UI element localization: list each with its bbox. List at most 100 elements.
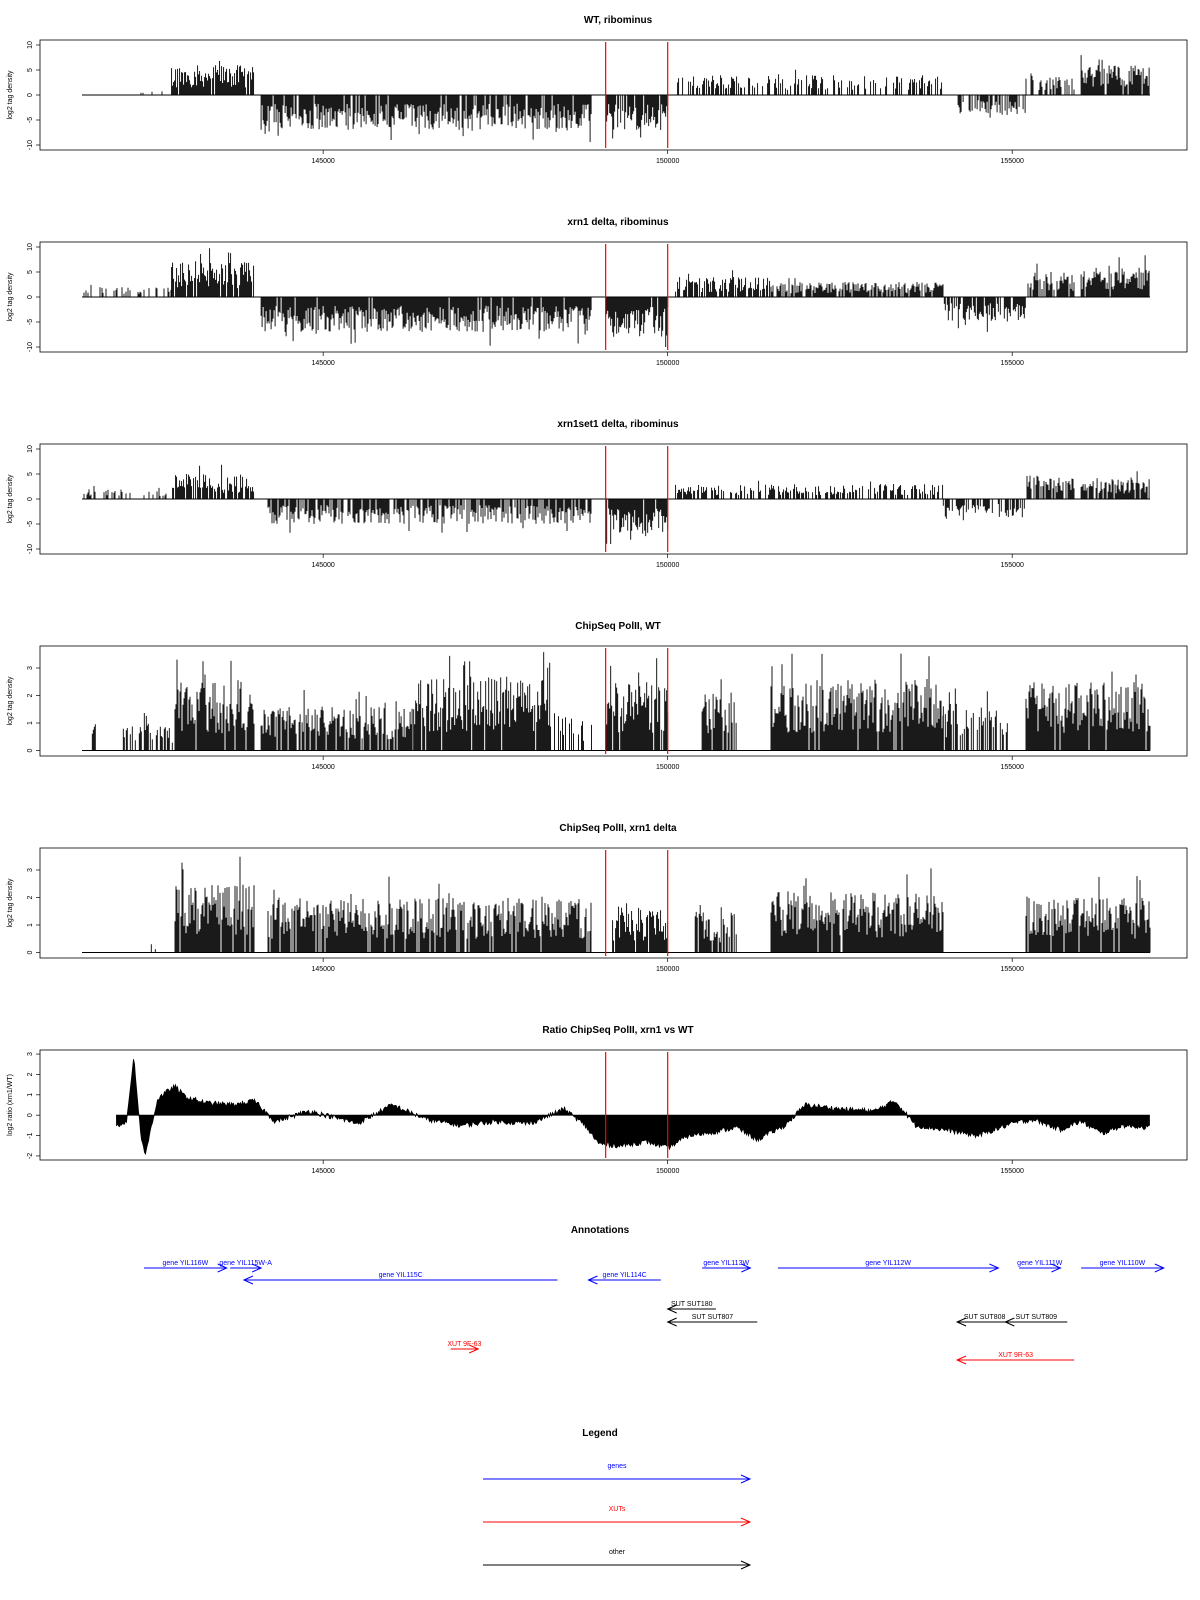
legend-label: other bbox=[609, 1549, 626, 1556]
feature-label: gene YIL114C bbox=[603, 1272, 647, 1279]
y-tick-label: -10 bbox=[27, 140, 34, 150]
y-tick-label: -5 bbox=[27, 319, 34, 325]
gene-feature: gene YIL111W bbox=[1017, 1260, 1063, 1273]
signal-bars bbox=[612, 903, 669, 953]
y-tick-label: 10 bbox=[27, 41, 34, 49]
signal-bars bbox=[943, 297, 1026, 332]
panel-title: xrn1 delta, ribominus bbox=[567, 217, 669, 228]
x-tick-label: 145000 bbox=[311, 966, 334, 973]
ratio-area bbox=[116, 1059, 1150, 1156]
y-tick-label: 0 bbox=[27, 497, 34, 501]
y-tick-label: 10 bbox=[27, 243, 34, 251]
feature-label: gene YIL115W-A bbox=[219, 1260, 272, 1267]
y-axis-label: log2 tag density bbox=[7, 878, 14, 928]
y-tick-label: -10 bbox=[27, 342, 34, 352]
y-tick-label: -1 bbox=[27, 1132, 34, 1138]
panel-6: Ratio ChipSeq PolII, xrn1 vs WT log2 rati… bbox=[7, 1025, 1188, 1175]
signal-bars bbox=[1026, 475, 1075, 499]
legend-item-gene: genes bbox=[483, 1463, 752, 1484]
feature-label: SUT SUT807 bbox=[692, 1314, 734, 1321]
signal-bars bbox=[1025, 671, 1151, 751]
signal-bars bbox=[605, 658, 669, 751]
panel-2: xrn1 delta, ribominus log2 tag density -10… bbox=[7, 217, 1188, 367]
signal-bars bbox=[1027, 263, 1075, 297]
x-tick-label: 145000 bbox=[311, 764, 334, 771]
y-tick-label: 3 bbox=[27, 1052, 34, 1056]
signal-bars bbox=[83, 284, 172, 297]
feature-label: gene YIL113W bbox=[703, 1260, 749, 1267]
x-tick-label: 145000 bbox=[311, 158, 334, 165]
y-axis-label: log2 tag density bbox=[7, 70, 14, 120]
feature-label: gene YIL112W bbox=[865, 1260, 911, 1267]
x-tick-label: 155000 bbox=[1001, 158, 1024, 165]
gene-feature: gene YIL116W bbox=[144, 1260, 228, 1273]
legend-item-other: other bbox=[483, 1549, 752, 1570]
y-axis-label: log2 tag density bbox=[7, 676, 14, 726]
x-tick-label: 145000 bbox=[311, 360, 334, 367]
y-tick-label: 0 bbox=[27, 950, 34, 954]
signal-bars bbox=[770, 278, 944, 297]
xut-feature: XUT 9R-63 bbox=[955, 1352, 1075, 1365]
x-tick-label: 150000 bbox=[656, 764, 679, 771]
signal-bars bbox=[172, 464, 255, 499]
annotations-track: Annotations gene YIL116W gene YIL115W-A ge… bbox=[144, 1225, 1166, 1365]
feature-label: gene YIL110W bbox=[1100, 1260, 1146, 1267]
other-feature: SUT SUT809 bbox=[1004, 1314, 1068, 1327]
legend-label: XUTs bbox=[609, 1506, 626, 1513]
signal-bars bbox=[1080, 471, 1150, 499]
y-axis-label: log2 tag density bbox=[7, 272, 14, 322]
signal-bars bbox=[150, 944, 156, 953]
signal-bars bbox=[770, 653, 944, 751]
feature-label: gene YIL116W bbox=[163, 1260, 209, 1267]
panel-1: WT, ribominus log2 tag density -10 -5 0 5 10 14… bbox=[7, 15, 1188, 165]
signal-bars bbox=[171, 248, 255, 297]
feature-label: gene YIL111W bbox=[1017, 1260, 1063, 1267]
x-tick-label: 150000 bbox=[656, 1168, 679, 1175]
signal-bars bbox=[701, 679, 737, 751]
y-tick-label: 1 bbox=[27, 923, 34, 927]
y-tick-label: 0 bbox=[27, 93, 34, 97]
x-tick-label: 150000 bbox=[656, 966, 679, 973]
gene-feature: gene YIL113W bbox=[702, 1260, 752, 1273]
y-tick-label: 0 bbox=[27, 295, 34, 299]
y-axis-label: log2 tag density bbox=[7, 474, 14, 524]
signal-bars bbox=[1080, 55, 1150, 95]
signal-bars bbox=[677, 69, 943, 95]
signal-bars bbox=[1025, 73, 1075, 95]
gene-feature: gene YIL110W bbox=[1081, 1260, 1166, 1273]
y-tick-label: -5 bbox=[27, 117, 34, 123]
panel-5: ChipSeq PolII, xrn1 delta log2 tag densit… bbox=[7, 823, 1188, 973]
signal-bars bbox=[957, 95, 1026, 118]
signal-bars bbox=[260, 95, 592, 142]
signal-bars bbox=[260, 297, 592, 346]
panel-3: xrn1set1 delta, ribominus log2 tag densit… bbox=[7, 419, 1188, 569]
y-tick-label: -2 bbox=[27, 1153, 34, 1159]
feature-label: SUT SUT809 bbox=[1016, 1314, 1058, 1321]
data-series bbox=[116, 1059, 1150, 1156]
y-tick-label: -10 bbox=[27, 544, 34, 554]
signal-bars bbox=[606, 499, 669, 544]
x-tick-label: 145000 bbox=[311, 1168, 334, 1175]
y-tick-label: 0 bbox=[27, 1113, 34, 1117]
signal-bars bbox=[171, 61, 255, 95]
plot-frame bbox=[39, 847, 1188, 959]
xut-feature: XUT 9F-63 bbox=[447, 1341, 482, 1354]
signal-bars bbox=[83, 486, 167, 499]
feature-label: XUT 9R-63 bbox=[998, 1352, 1033, 1359]
gene-feature: gene YIL112W bbox=[777, 1260, 1000, 1273]
annotations-title: Annotations bbox=[571, 1225, 630, 1236]
y-tick-label: 1 bbox=[27, 721, 34, 725]
other-feature: SUT SUT807 bbox=[666, 1314, 758, 1327]
signal-bars bbox=[675, 270, 771, 297]
signal-bars bbox=[140, 91, 163, 95]
legend-label: genes bbox=[607, 1463, 627, 1470]
plot-frame bbox=[39, 1049, 1188, 1161]
y-axis-label: log2 ratio (xrn1/WT) bbox=[7, 1074, 14, 1136]
signal-bars bbox=[267, 499, 592, 533]
legend: Legend genes XUTs other bbox=[483, 1428, 752, 1570]
x-tick-label: 155000 bbox=[1001, 966, 1024, 973]
signal-bars bbox=[770, 868, 944, 953]
y-tick-label: 2 bbox=[27, 693, 34, 697]
gene-feature: gene YIL114C bbox=[587, 1272, 661, 1285]
signal-bars bbox=[174, 856, 255, 953]
